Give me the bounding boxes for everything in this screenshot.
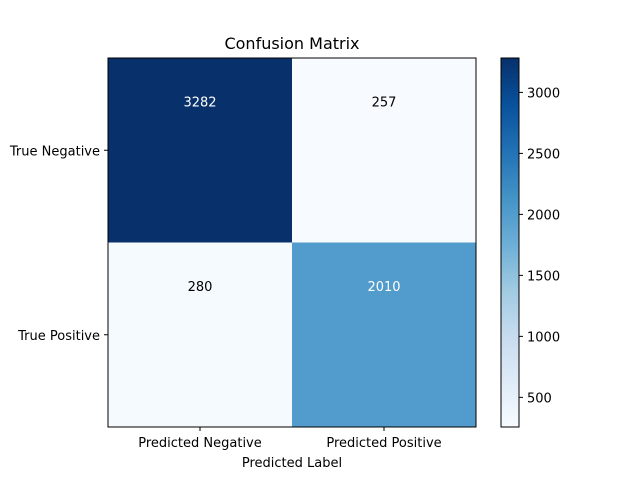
x-tick-label: Predicted Negative [138, 436, 262, 451]
heatmap-cell [108, 58, 292, 243]
heatmap-cell [292, 242, 476, 427]
y-axis: True Negative True Positive [9, 144, 108, 344]
colorbar-tick-label: 1000 [527, 330, 560, 345]
chart-title: Confusion Matrix [224, 34, 359, 53]
cell-value-label: 2010 [367, 280, 400, 295]
colorbar-tick-label: 2000 [527, 208, 560, 223]
colorbar-tick-label: 500 [527, 391, 552, 406]
colorbar-tick-label: 3000 [527, 86, 560, 101]
y-tick-label: True Negative [9, 144, 100, 159]
heatmap-cell [108, 242, 292, 427]
colorbar-tick-label: 1500 [527, 269, 560, 284]
cell-value-label: 280 [188, 280, 213, 295]
x-tick-label: Predicted Positive [326, 436, 441, 451]
heatmap-cells [108, 58, 476, 427]
heatmap-cell [292, 58, 476, 243]
x-axis-label: Predicted Label [242, 456, 342, 471]
colorbar [500, 57, 520, 428]
cell-value-label: 3282 [183, 95, 216, 110]
heatmap-cell-labels: 3282 257 280 2010 [183, 95, 400, 295]
plot-frame [107, 57, 477, 428]
cell-value-label: 257 [372, 95, 397, 110]
y-tick-label: True Positive [17, 329, 100, 344]
colorbar-ticks: 500 1000 1500 2000 2500 3000 [519, 86, 560, 406]
x-axis: Predicted Negative Predicted Positive [138, 427, 442, 451]
colorbar-tick-label: 2500 [527, 147, 560, 162]
